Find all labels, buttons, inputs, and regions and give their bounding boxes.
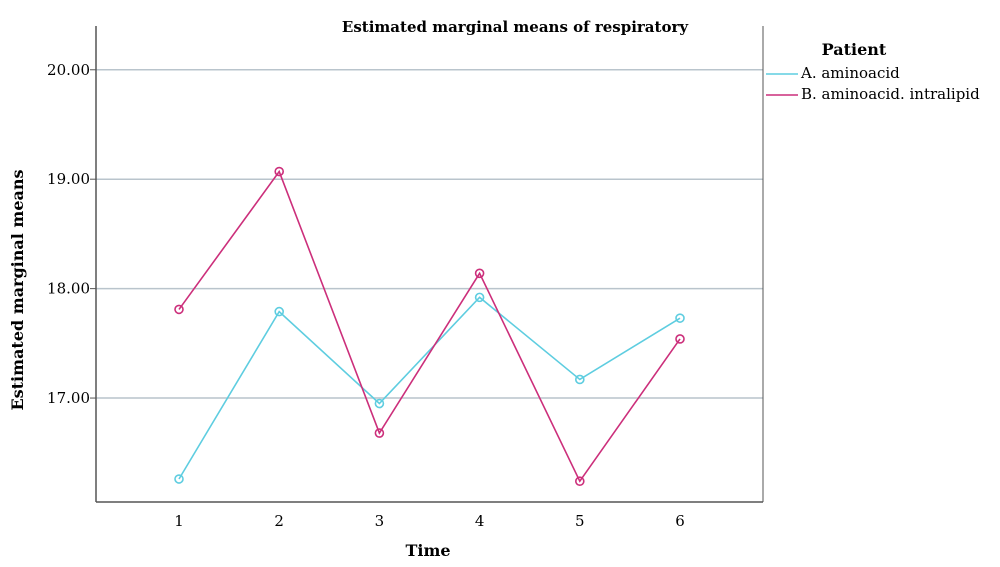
- series-1-point: [274, 306, 285, 317]
- legend-label-2: B. aminoacid. intralipid: [801, 85, 980, 103]
- y-tick-label: 19.00: [47, 170, 90, 188]
- legend-items: A. aminoacid B. aminoacid. intralipid: [766, 64, 980, 103]
- y-tick-label: 20.00: [47, 61, 90, 79]
- y-tick-label: 18.00: [47, 280, 90, 298]
- x-tick-labels: 1 2 3 4 5 6: [174, 512, 685, 530]
- series-1-point: [574, 374, 585, 385]
- legend: Patient A. aminoacid B. aminoacid. intral…: [766, 40, 980, 103]
- y-tick-labels: 17.00 18.00 19.00 20.00: [47, 61, 90, 407]
- gridlines: [90, 69, 763, 399]
- series-1-point: [174, 474, 184, 484]
- legend-label-1: A. aminoacid: [800, 64, 900, 82]
- y-tick-label: 17.00: [47, 389, 90, 407]
- series-2-point: [574, 476, 585, 487]
- x-tick-label: 3: [375, 512, 385, 530]
- x-axis-title: Time: [405, 541, 450, 560]
- series-2-point: [675, 334, 685, 344]
- series-2-point: [374, 428, 385, 438]
- x-tick-label: 2: [274, 512, 284, 530]
- series-lines: [174, 166, 685, 487]
- series-2-point: [174, 304, 184, 315]
- series-line-1: [178, 296, 681, 480]
- series-1-point: [474, 292, 485, 303]
- x-tick-label: 4: [475, 512, 485, 530]
- x-tick-label: 5: [575, 512, 585, 530]
- series-2-point: [274, 166, 285, 177]
- x-tick-label: 1: [174, 512, 184, 530]
- series-1-point: [675, 313, 685, 323]
- x-tick-label: 6: [675, 512, 685, 530]
- y-axis-title: Estimated marginal means: [8, 169, 27, 410]
- series-1-point: [374, 398, 385, 409]
- chart-title: Estimated marginal means of respiratory: [342, 18, 689, 36]
- series-line-2: [178, 169, 681, 483]
- legend-title: Patient: [822, 40, 887, 59]
- series-2-point: [474, 268, 485, 279]
